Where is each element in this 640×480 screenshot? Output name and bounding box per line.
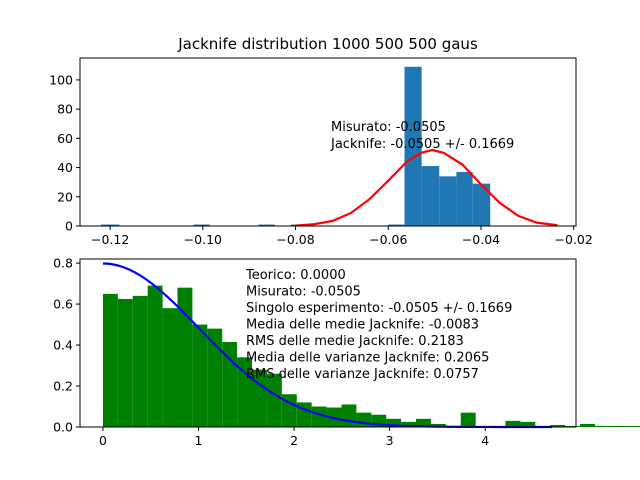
top-chart-y-axis: 0 20 40 60 80 100 [49,72,80,234]
bottom-chart-bars [102,285,640,427]
histogram-bar [505,420,521,427]
y-tick-label: 20 [57,189,73,204]
bottom-chart-annotation-measured: Misurato: -0.0505 [246,285,361,300]
histogram-bar [192,324,208,427]
bottom-chart-annotation-theoretical: Teorico: 0.0000 [245,268,346,283]
histogram-bar [404,66,422,227]
histogram-bar [258,224,275,226]
histogram-bar [162,308,178,427]
histogram-bar [102,293,118,427]
top-chart-annotation-jacknife: Jacknife: -0.0505 +/- 0.1669 [330,137,514,152]
histogram-bar [207,328,223,427]
histogram-bar [388,224,405,226]
histogram-bar [401,421,417,427]
top-chart-fit-curve [295,148,558,227]
bottom-chart-annotation-mean-of-means: Media delle medie Jacknife: -0.0083 [246,318,479,333]
histogram-bar [520,421,536,427]
y-tick-label: 0 [65,219,73,234]
x-tick-label: −0.08 [276,232,314,247]
y-tick-label: 0.4 [53,338,73,353]
histogram-bar [550,424,566,427]
bottom-chart-annotation-single-experiment: Singolo esperimento: -0.0505 +/- 0.1669 [246,301,512,316]
bottom-chart-y-axis: 0.0 0.2 0.4 0.6 0.8 [53,256,80,435]
x-tick-label: −0.10 [184,232,222,247]
histogram-bar [439,176,457,226]
histogram-bar [193,224,210,226]
y-tick-label: 0.8 [53,256,73,271]
top-chart-frame [79,57,577,227]
y-tick-label: 80 [57,102,73,117]
x-tick-label: −0.02 [555,232,593,247]
histogram-bar [132,295,148,427]
bottom-chart-x-axis: 0 1 2 3 4 [99,427,489,448]
x-tick-label: 0 [99,433,107,448]
x-tick-label: −0.12 [91,232,129,247]
histogram-bar [609,425,625,427]
histogram-bar [311,406,327,427]
bottom-chart: 0 1 2 3 4 0.0 0.2 0.4 0.6 0.8 Teorico: 0.0000 Mi… [53,256,640,448]
y-tick-label: 0.2 [53,379,73,394]
top-chart-annotation-measured: Misurato: -0.0505 [331,120,446,135]
histogram-bar [416,418,431,427]
top-chart: Jacknife distribution 1000 500 500 gaus … [49,35,593,247]
histogram-bar [252,369,267,427]
histogram-bar [177,287,193,427]
histogram-bar [460,412,476,427]
histogram-bar [341,404,357,427]
y-tick-label: 0.6 [53,297,73,312]
histogram-bar [100,224,120,226]
x-tick-label: 2 [290,433,298,448]
y-tick-label: 100 [49,72,73,87]
bottom-chart-annotation-mean-of-variances: Media delle varianze Jacknife: 0.2065 [246,351,489,366]
y-tick-label: 40 [57,160,73,175]
histogram-bar [565,425,581,427]
histogram-bar [580,423,595,427]
y-tick-label: 0.0 [53,420,73,435]
histogram-bar [356,412,372,427]
x-tick-label: −0.04 [462,232,500,247]
x-tick-label: −0.06 [369,232,407,247]
x-tick-label: 1 [195,433,203,448]
histogram-bar [472,183,491,226]
x-tick-label: 3 [386,433,394,448]
histogram-bar [147,285,163,427]
x-tick-label: 4 [481,433,489,448]
top-chart-title: Jacknife distribution 1000 500 500 gaus [177,35,478,53]
bottom-chart-frame [79,258,577,428]
histogram-bar [266,373,282,427]
bottom-chart-annotation-rms-of-means: RMS delle medie Jacknife: 0.2183 [246,334,464,349]
histogram-bar [386,418,402,427]
y-tick-label: 60 [57,131,73,146]
histogram-bar [594,425,610,427]
histogram-bar [624,425,640,427]
bottom-chart-annotation-rms-of-variances: RMS delle varianze Jacknife: 0.0757 [246,367,479,382]
histogram-bar [421,166,440,226]
histogram-bar [456,171,473,226]
top-chart-bars [100,66,491,227]
top-chart-x-axis: −0.12 −0.10 −0.08 −0.06 −0.04 −0.02 [91,226,593,247]
histogram-bar [430,423,446,427]
histogram-bar [117,298,133,427]
histogram-bar [281,394,297,427]
